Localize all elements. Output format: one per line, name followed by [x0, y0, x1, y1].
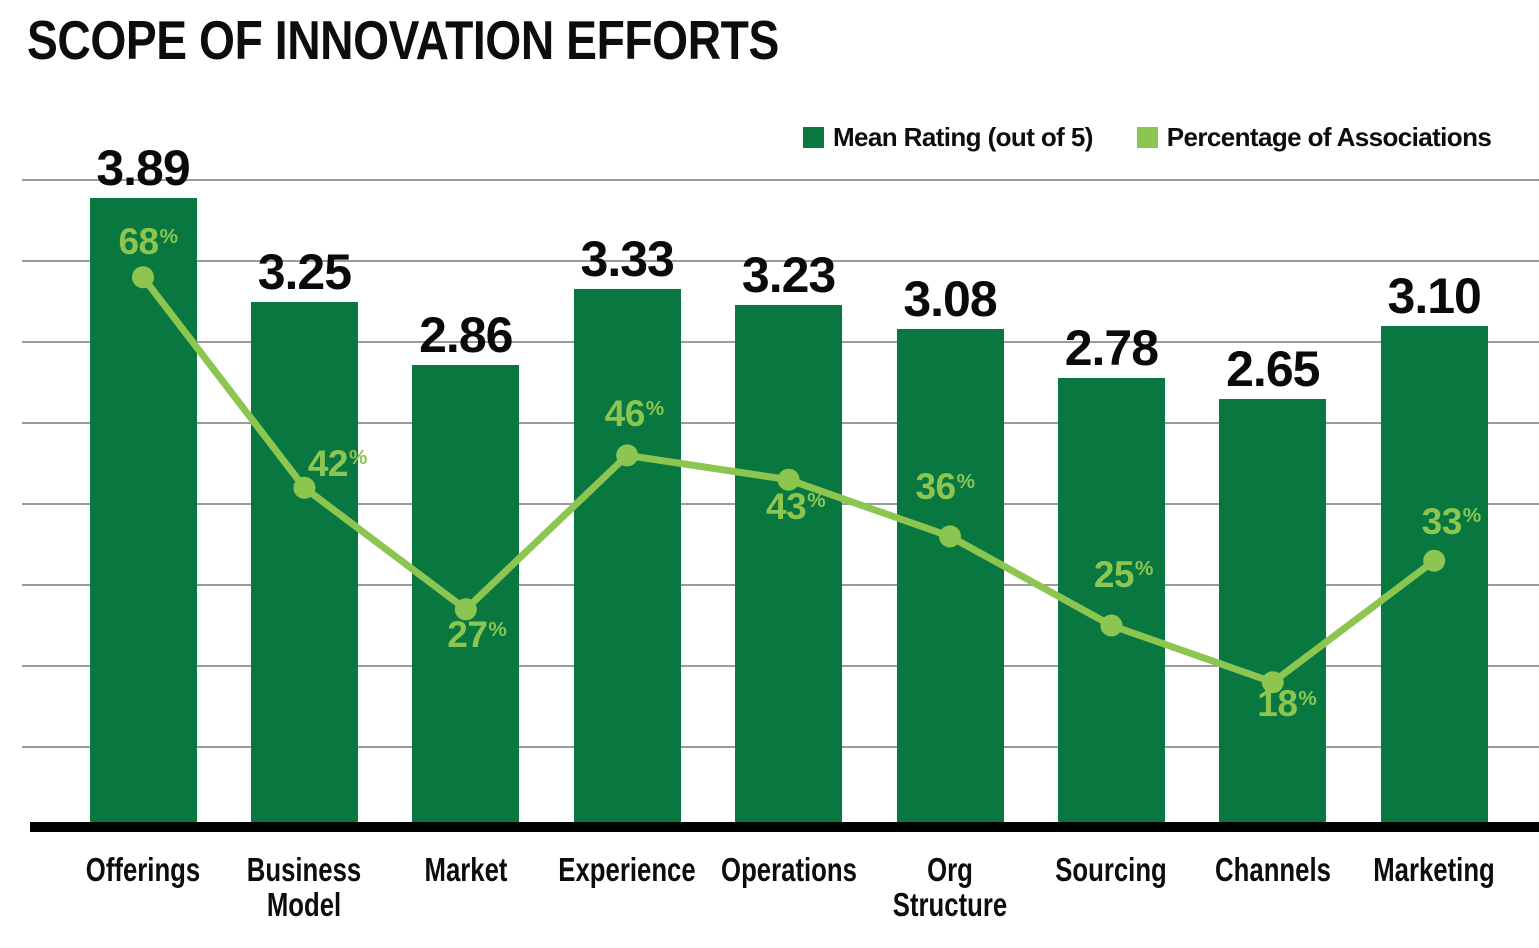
bar-value-label-sourcing: 2.78 — [1064, 319, 1159, 376]
bar-value-label-market: 2.86 — [419, 306, 513, 363]
trend-point-org-structure — [939, 525, 961, 548]
trend-point-operations — [777, 468, 800, 491]
bar-experience — [573, 288, 681, 830]
trend-point-sourcing — [1100, 614, 1123, 637]
x-axis-label-offerings: Offerings — [85, 851, 201, 888]
trend-point-marketing — [1423, 549, 1446, 572]
percentage-value: 68 — [118, 221, 159, 263]
x-axis-line — [30, 822, 1539, 832]
percentage-value: 33 — [1421, 500, 1463, 542]
percentage-label-sourcing: 25% — [1053, 553, 1193, 596]
x-axis-label-marketing: Marketing — [1373, 851, 1495, 888]
percent-sign: % — [956, 470, 975, 493]
percent-sign: % — [488, 617, 507, 641]
gridline — [22, 260, 1539, 262]
percent-sign: % — [349, 446, 367, 470]
legend-label-percentage: Percentage of Associations — [1166, 122, 1492, 152]
bar-marketing — [1380, 325, 1488, 830]
bar-value-label-business-model: 3.25 — [257, 243, 352, 300]
bar-org-structure — [896, 329, 1004, 830]
trend-point-offerings — [132, 266, 154, 289]
bar-value-label-operations: 3.23 — [741, 246, 836, 303]
x-axis-label-org-structure: Org Structure — [892, 851, 1008, 923]
percent-sign: % — [807, 489, 826, 513]
percentage-label-marketing: 33% — [1381, 500, 1521, 543]
percentage-label-market: 27% — [407, 614, 547, 656]
bar-value-label-experience: 3.33 — [580, 230, 675, 287]
percentage-value: 46 — [604, 393, 646, 435]
percentage-value: 42 — [307, 442, 349, 484]
legend-swatch-percentage-icon — [1136, 127, 1158, 148]
bar-market — [412, 364, 520, 830]
x-axis-label-experience: Experience — [558, 851, 696, 888]
percentage-label-business-model: 42% — [267, 442, 407, 485]
percentage-value: 43 — [766, 485, 807, 527]
percent-sign: % — [645, 397, 664, 420]
percentage-label-offerings: 68% — [78, 221, 218, 263]
x-axis-label-sourcing: Sourcing — [1055, 851, 1168, 888]
gridline — [22, 179, 1539, 181]
bar-value-label-offerings: 3.89 — [96, 139, 190, 196]
x-axis-label-operations: Operations — [720, 851, 857, 888]
percent-sign: % — [159, 224, 178, 248]
trend-point-market — [454, 598, 477, 621]
chart-title: SCOPE OF INNOVATION EFFORTS — [27, 9, 779, 71]
x-axis-label-channels: Channels — [1214, 851, 1331, 888]
percentage-value: 25 — [1093, 553, 1135, 595]
bar-value-label-org-structure: 3.08 — [903, 271, 997, 328]
bar-value-label-marketing: 3.10 — [1387, 267, 1482, 324]
trend-point-business-model — [293, 476, 316, 499]
percent-sign: % — [1135, 557, 1153, 581]
percentage-label-experience: 46% — [564, 394, 704, 435]
bar-offerings — [89, 197, 197, 830]
percentage-label-operations: 43% — [726, 485, 866, 528]
legend-label-mean-rating: Mean Rating (out of 5) — [833, 122, 1093, 152]
legend-item-mean-rating: Mean Rating (out of 5) — [803, 122, 1093, 153]
bar-operations — [735, 304, 843, 830]
percentage-value: 18 — [1257, 683, 1298, 725]
trend-point-channels — [1261, 671, 1284, 694]
x-axis-label-market: Market — [424, 851, 508, 888]
percentage-value: 36 — [915, 466, 956, 508]
bar-business-model — [250, 301, 358, 830]
legend-swatch-mean-rating-icon — [803, 127, 824, 148]
legend: Mean Rating (out of 5) Percentage of Ass… — [803, 122, 1492, 153]
percentage-label-channels: 18% — [1217, 683, 1357, 725]
percent-sign: % — [1462, 504, 1481, 528]
percent-sign: % — [1298, 686, 1317, 710]
trend-point-experience — [616, 444, 639, 467]
x-axis-label-business-model: Business Model — [247, 851, 362, 923]
bar-value-label-channels: 2.65 — [1226, 340, 1320, 397]
percentage-value: 27 — [447, 614, 488, 656]
legend-item-percentage: Percentage of Associations — [1136, 122, 1492, 153]
bar-channels — [1219, 398, 1327, 830]
percentage-label-org-structure: 36% — [875, 467, 1015, 508]
